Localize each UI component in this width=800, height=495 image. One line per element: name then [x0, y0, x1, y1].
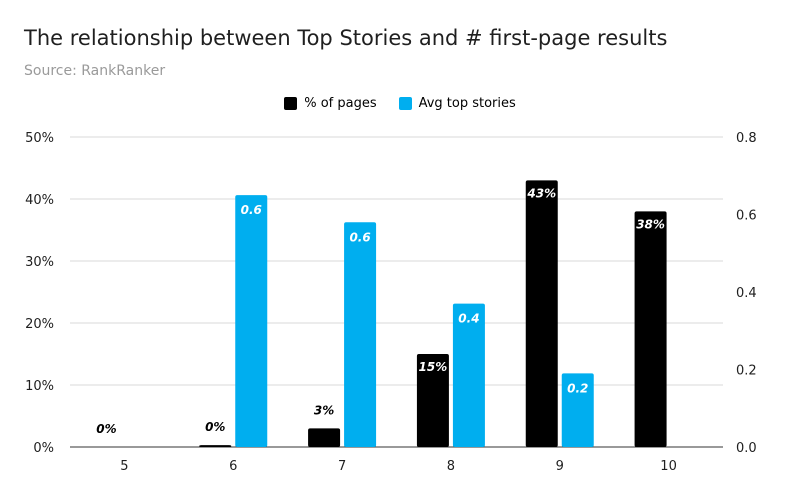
x-tick-label: 9 — [556, 459, 564, 474]
legend-swatch-stories — [398, 97, 412, 110]
y-left-tick-label: 20% — [25, 317, 54, 332]
y-left-tick-label: 10% — [25, 379, 54, 394]
bar-stories — [452, 303, 485, 447]
bar-stories — [235, 195, 268, 447]
legend-label-stories: Avg top stories — [418, 96, 516, 111]
bar-pages — [308, 428, 341, 447]
y-right-tick-label: 0.4 — [736, 286, 757, 301]
legend-item-pages: % of pages — [284, 96, 377, 111]
y-right-tick-label: 0.6 — [736, 209, 757, 224]
bar-pages — [199, 445, 232, 447]
legend-label-pages: % of pages — [304, 96, 377, 111]
legend-swatch-pages — [284, 97, 298, 110]
chart-title: The relationship between Top Stories and… — [24, 26, 668, 50]
data-label-pages: 15% — [419, 360, 448, 374]
bar-stories — [561, 373, 594, 447]
data-label-stories: 0.2 — [567, 381, 588, 395]
x-tick-label: 7 — [338, 459, 346, 474]
y-left-tick-label: 30% — [25, 255, 54, 270]
x-tick-label: 8 — [447, 459, 455, 474]
data-label-stories: 0.6 — [241, 203, 262, 217]
y-right-tick-label: 0.0 — [736, 441, 757, 456]
data-label-pages: 0% — [96, 422, 116, 436]
bar-pages — [634, 211, 667, 447]
data-label-pages: 38% — [636, 217, 665, 231]
y-left-tick-label: 0% — [33, 441, 54, 456]
y-right-tick-label: 0.8 — [736, 131, 757, 146]
x-tick-label: 5 — [120, 459, 128, 474]
x-tick-label: 6 — [229, 459, 237, 474]
data-label-pages: 43% — [526, 186, 556, 200]
bar-stories — [344, 222, 377, 447]
legend: % of pages Avg top stories — [0, 96, 800, 111]
y-right-tick-label: 0.2 — [736, 364, 757, 379]
data-label-pages: 0% — [205, 420, 225, 434]
data-label-stories: 0.6 — [349, 230, 370, 244]
bar-pages — [525, 180, 558, 447]
legend-item-stories: Avg top stories — [398, 96, 516, 111]
data-label-stories: 0.4 — [458, 312, 479, 326]
bar-pages — [416, 354, 449, 447]
y-left-tick-label: 50% — [25, 131, 54, 146]
chart-subtitle: Source: RankRanker — [24, 63, 166, 79]
x-tick-label: 10 — [660, 459, 677, 474]
data-label-pages: 3% — [314, 403, 334, 417]
y-left-tick-label: 40% — [25, 193, 54, 208]
